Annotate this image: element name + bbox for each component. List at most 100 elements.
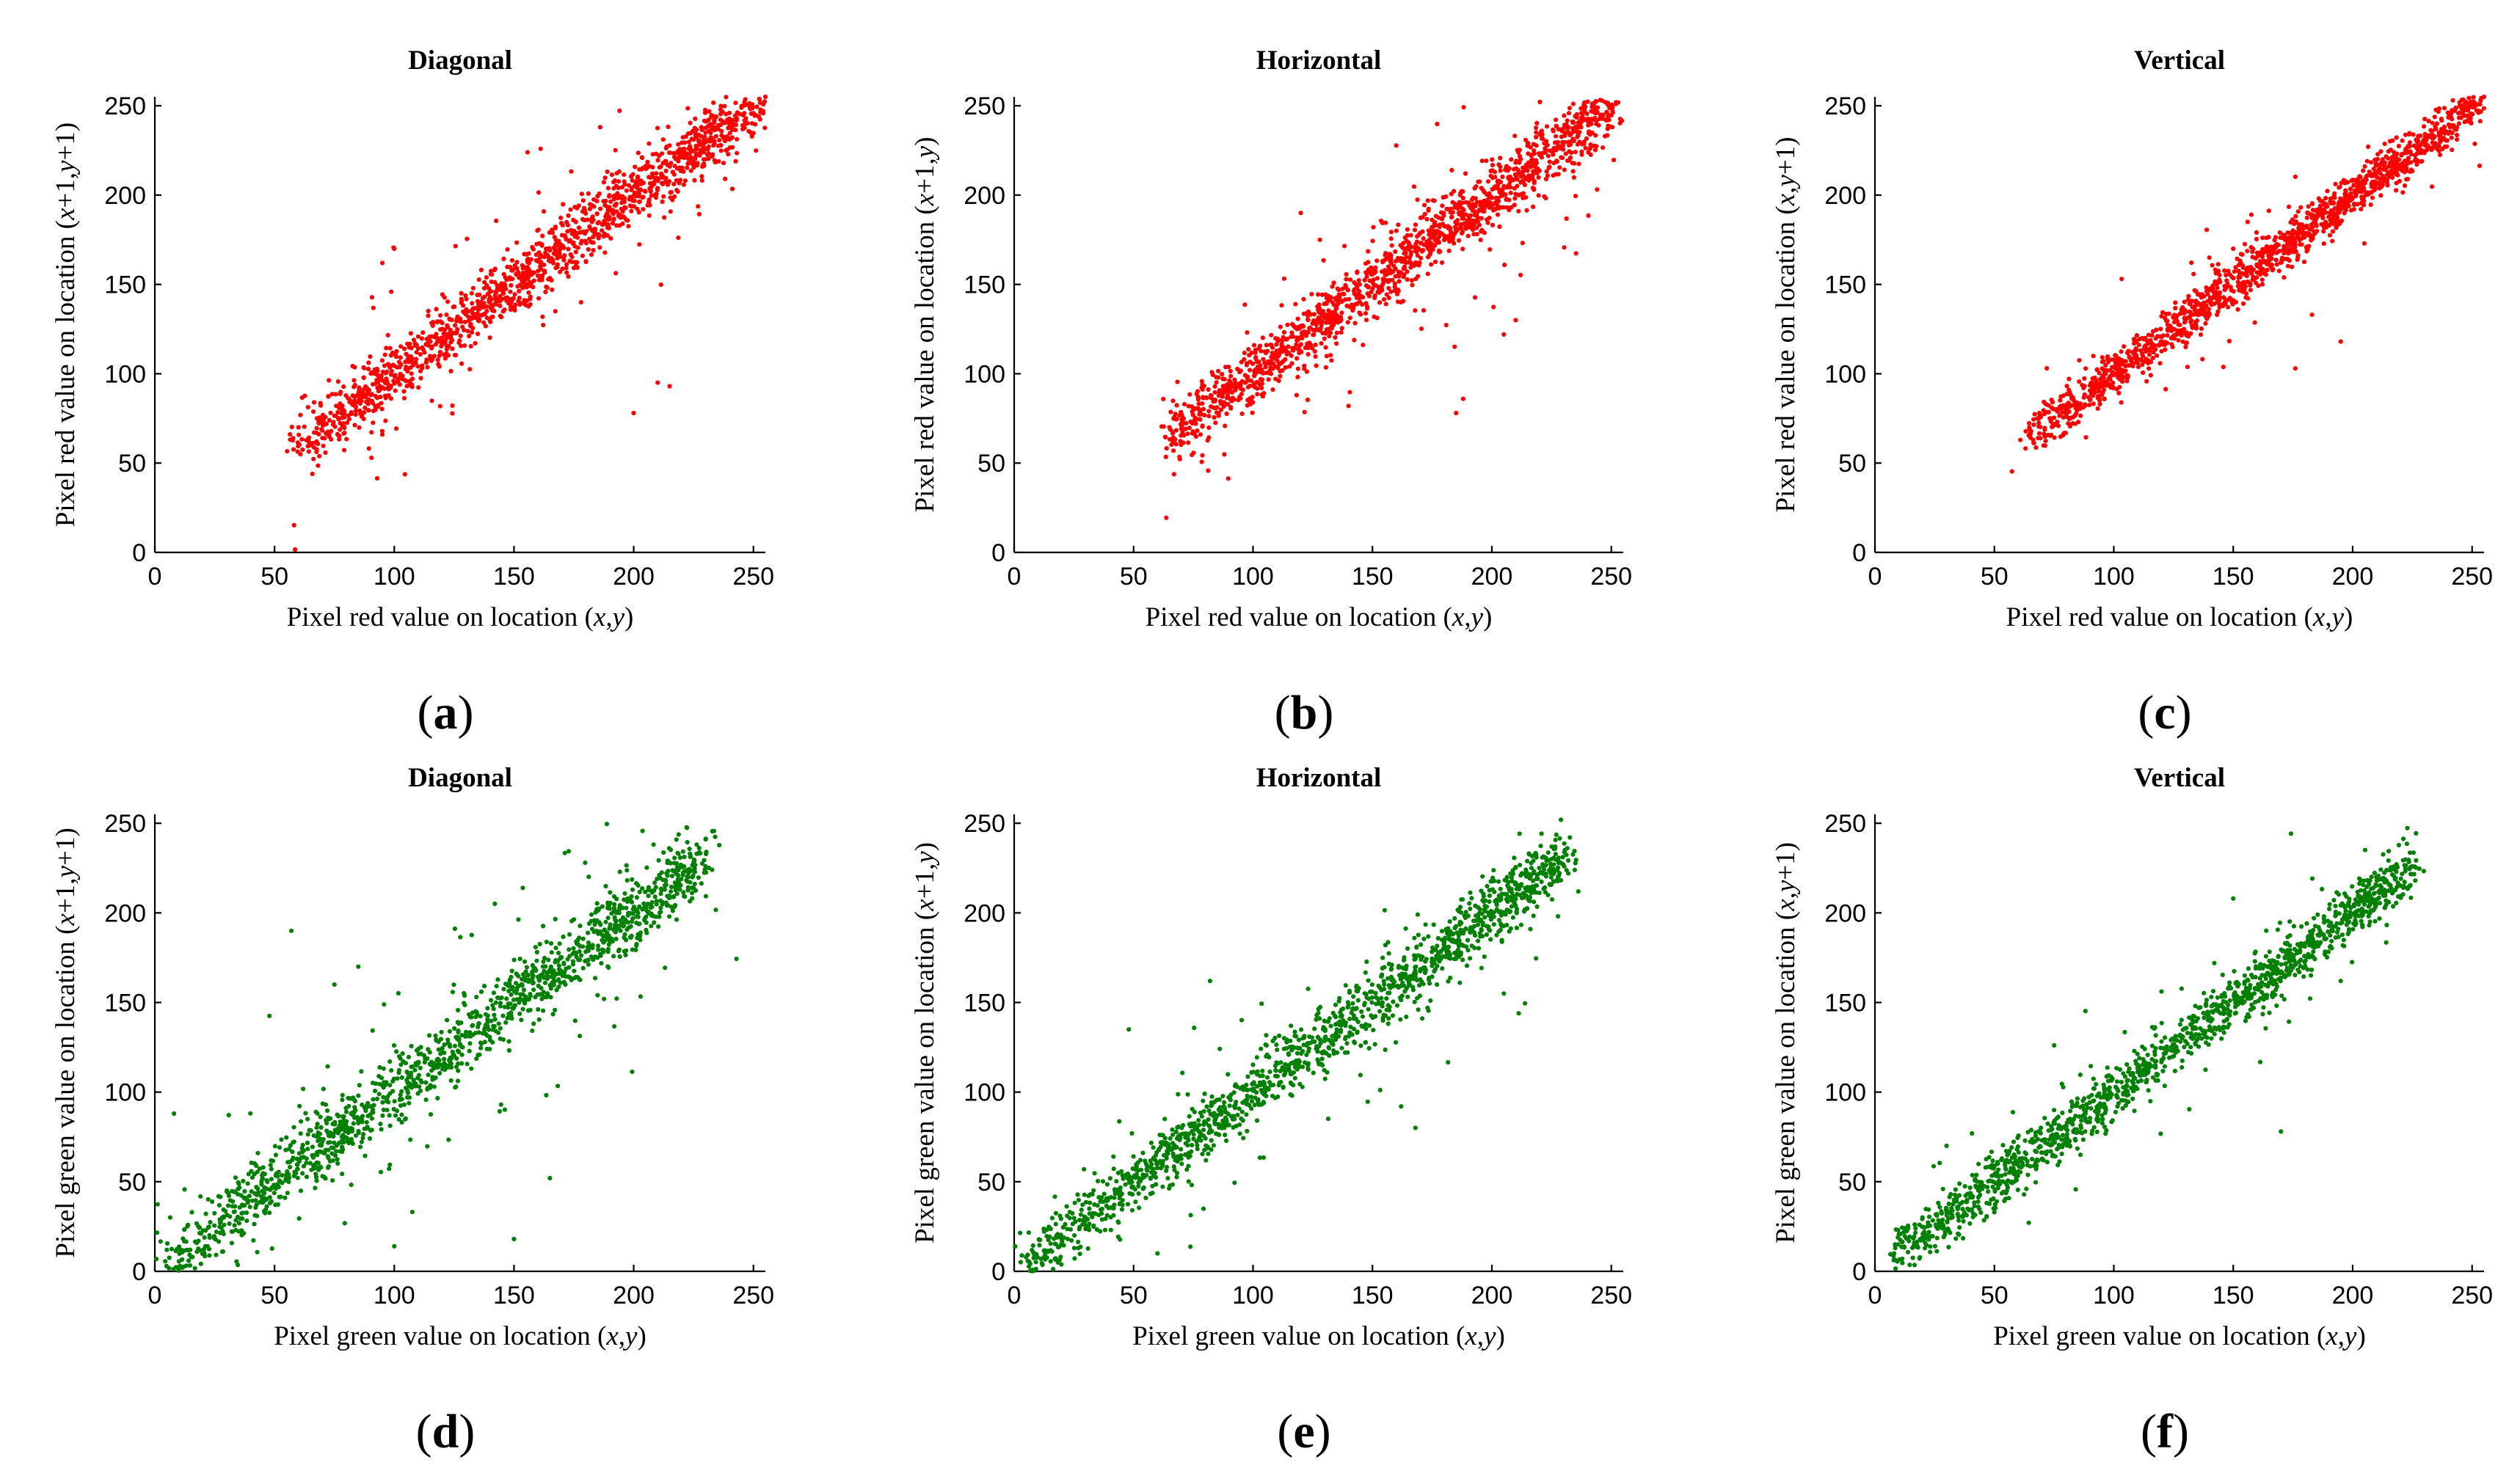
data-point — [1507, 208, 1512, 213]
data-point — [295, 440, 300, 445]
data-point — [494, 290, 499, 295]
data-point — [536, 296, 542, 301]
data-point — [699, 125, 704, 130]
data-point — [2087, 403, 2092, 408]
data-point — [2231, 246, 2236, 252]
data-point — [453, 244, 458, 249]
data-point — [1490, 163, 1496, 168]
data-point — [1586, 150, 1591, 155]
data-point — [676, 235, 681, 241]
data-point — [2226, 304, 2231, 310]
data-point — [1380, 258, 1385, 263]
data-point — [1334, 304, 1339, 310]
data-point — [565, 229, 570, 234]
data-point — [522, 298, 527, 303]
data-point — [1245, 374, 1250, 379]
data-point — [1594, 118, 1599, 123]
scatter-series — [1159, 98, 1625, 520]
data-point — [1512, 134, 1518, 139]
data-point — [2191, 271, 2196, 277]
data-point — [389, 289, 394, 294]
data-point — [2102, 370, 2107, 376]
data-point — [2375, 156, 2381, 161]
data-point — [669, 889, 674, 894]
data-point — [1383, 302, 1388, 307]
data-point — [2238, 260, 2243, 266]
data-point — [696, 139, 702, 144]
y-tick-label: 50 — [1838, 450, 1866, 478]
data-point — [1317, 306, 1322, 311]
data-point — [1228, 368, 1233, 373]
data-point — [1529, 159, 1534, 164]
data-point — [2246, 296, 2251, 301]
data-point — [2237, 287, 2243, 292]
data-point — [1543, 148, 1548, 153]
data-point — [1317, 328, 1322, 333]
data-point — [392, 379, 397, 384]
data-point — [1231, 397, 1237, 402]
data-point — [2348, 196, 2353, 201]
data-point — [1405, 227, 1410, 232]
data-point — [544, 246, 549, 252]
data-point — [508, 297, 513, 302]
data-point — [2450, 131, 2455, 136]
data-point — [1179, 426, 1184, 431]
data-point — [2402, 169, 2407, 175]
data-point — [1239, 411, 1245, 417]
data-point — [420, 330, 426, 335]
data-point — [1286, 344, 1291, 349]
data-point — [2478, 98, 2483, 103]
data-point — [2217, 272, 2222, 277]
data-point — [659, 151, 665, 156]
data-point — [740, 123, 746, 128]
data-point — [629, 196, 634, 201]
data-point — [1363, 283, 1369, 288]
data-point — [1214, 375, 1219, 380]
data-point — [1245, 384, 1251, 390]
data-point — [2146, 360, 2151, 366]
panel-caption: (a) — [418, 686, 474, 739]
data-point — [2075, 408, 2080, 413]
data-point — [1371, 224, 1376, 230]
data-point — [1380, 220, 1385, 225]
data-point — [1295, 374, 1300, 380]
data-point — [382, 380, 388, 386]
data-point — [1252, 343, 1257, 348]
y-tick-label: 50 — [977, 450, 1005, 478]
data-point — [1460, 189, 1465, 194]
data-point — [1322, 336, 1327, 341]
data-point — [1449, 191, 1454, 197]
data-point — [1301, 311, 1306, 316]
data-point — [2314, 223, 2319, 228]
data-point — [542, 263, 547, 268]
data-point — [707, 109, 712, 114]
data-point — [431, 354, 437, 359]
data-point — [2173, 305, 2178, 311]
data-point — [687, 151, 692, 156]
data-point — [682, 155, 687, 160]
data-point — [1590, 109, 1595, 114]
data-point — [1357, 288, 1362, 293]
data-point — [2091, 393, 2096, 398]
data-point — [2327, 223, 2332, 228]
data-point — [660, 199, 665, 204]
data-point — [163, 1259, 168, 1264]
data-point — [674, 150, 680, 156]
data-point — [624, 863, 629, 868]
data-point — [405, 341, 410, 346]
data-point — [436, 362, 441, 367]
data-point — [426, 1033, 432, 1038]
chart-title: Vertical — [2134, 45, 2225, 76]
data-point — [706, 156, 711, 161]
data-point — [337, 436, 342, 442]
data-point — [2397, 178, 2402, 184]
data-point — [1513, 160, 1518, 165]
data-point — [1259, 377, 1265, 382]
data-point — [444, 313, 449, 318]
data-point — [443, 336, 449, 342]
data-point — [1415, 234, 1420, 239]
data-point — [2196, 313, 2201, 318]
data-point — [2160, 333, 2166, 338]
data-point — [680, 165, 685, 170]
data-point — [1553, 140, 1558, 145]
